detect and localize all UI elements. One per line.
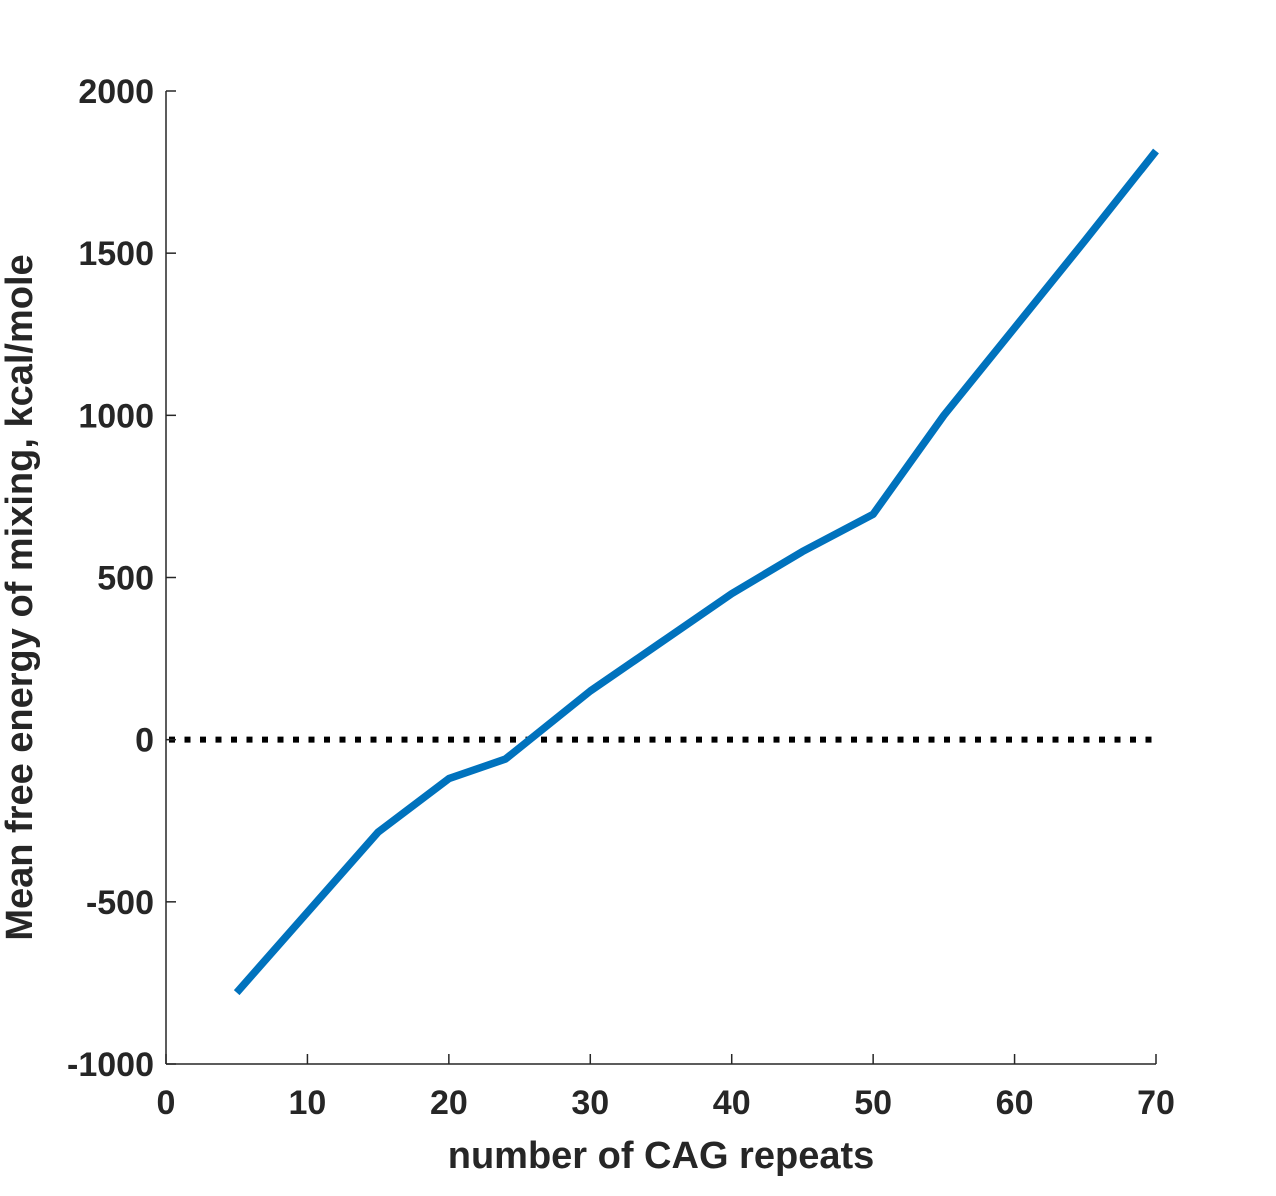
x-tick-label: 60: [996, 1084, 1034, 1122]
y-tick-label: 1000: [78, 397, 154, 435]
y-tick-label: 1500: [78, 235, 154, 273]
y-tick-label: 2000: [78, 73, 154, 111]
x-tick-label: 70: [1137, 1084, 1175, 1122]
x-tick-label: 50: [854, 1084, 892, 1122]
y-tick-label: -1000: [67, 1046, 154, 1084]
y-ticks: -1000 -500 0 500 1000 1500 2000: [67, 73, 176, 1084]
x-axis-label: number of CAG repeats: [448, 1135, 875, 1177]
y-axis-label: Mean free energy of mixing, kcal/mole: [0, 254, 41, 940]
y-tick-label: 500: [97, 560, 154, 598]
x-tick-label: 10: [289, 1084, 327, 1122]
x-tick-label: 40: [713, 1084, 751, 1122]
y-tick-label: -500: [86, 884, 154, 922]
y-tick-label: 0: [135, 722, 154, 760]
axes-group: [165, 91, 1156, 1065]
x-tick-label: 0: [157, 1084, 176, 1122]
x-tick-label: 30: [571, 1084, 609, 1122]
series-line-0: [233, 148, 1159, 996]
x-tick-label: 20: [430, 1084, 468, 1122]
series-group: [233, 148, 1159, 996]
x-ticks: 0 10 20 30 40 50 60 70: [157, 1054, 1175, 1122]
